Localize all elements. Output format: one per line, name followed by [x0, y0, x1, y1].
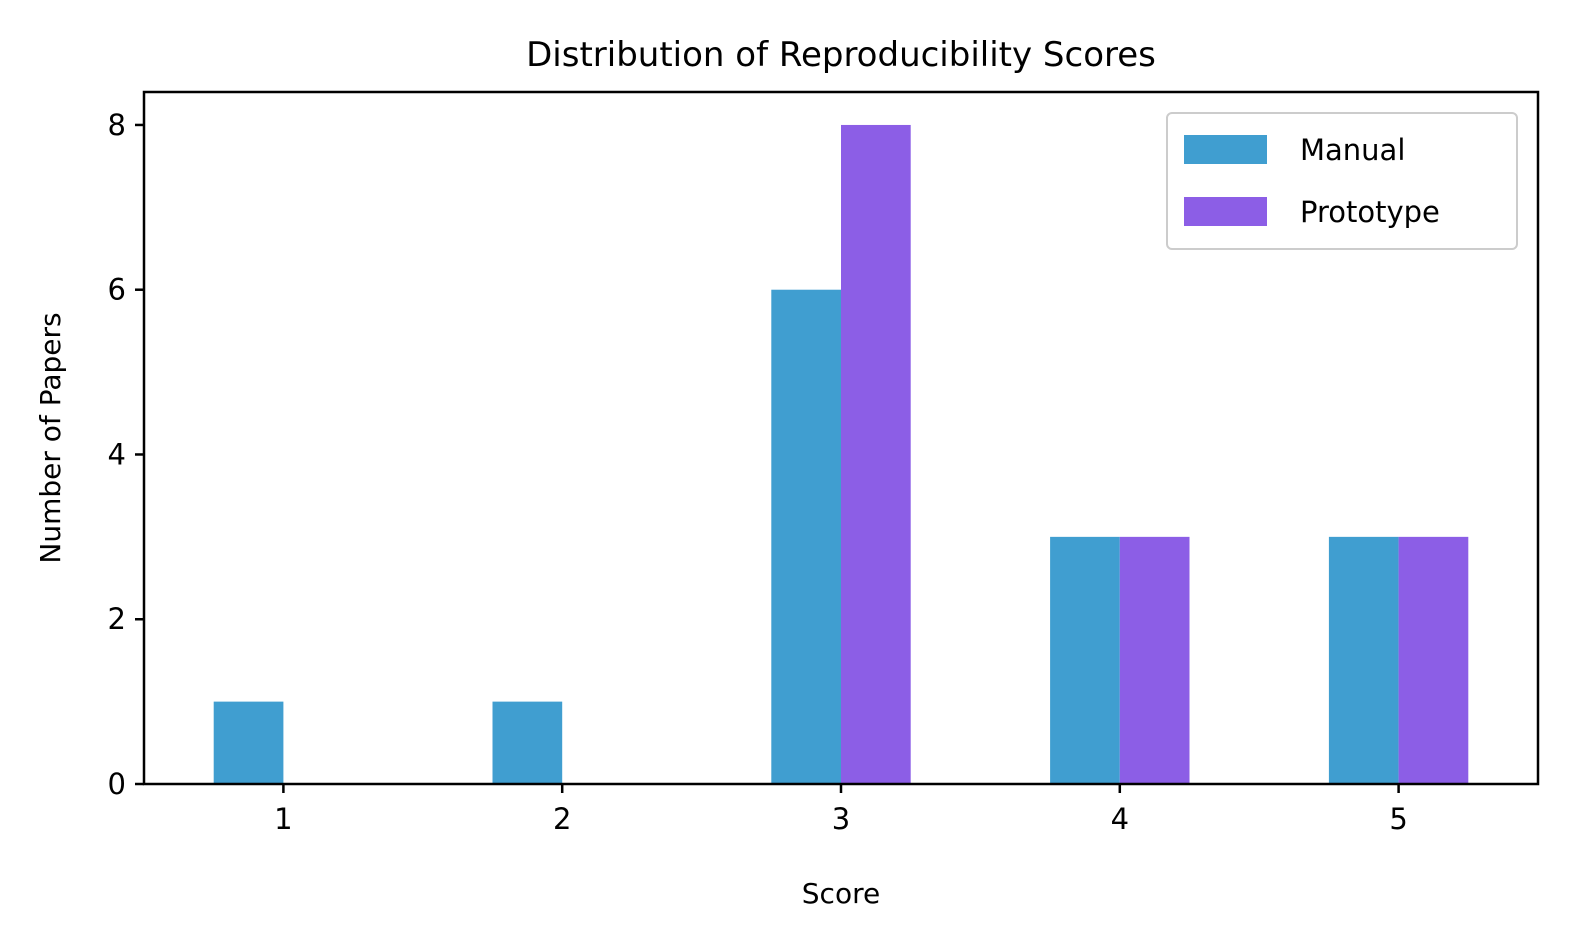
- legend-label-prototype: Prototype: [1300, 195, 1440, 229]
- bar-prototype-score-4: [1119, 536, 1190, 784]
- x-tick-label: 5: [1389, 802, 1407, 836]
- x-tick-label: 1: [274, 802, 292, 836]
- bars-layer: [213, 124, 1469, 784]
- y-tick-label: 2: [108, 602, 126, 636]
- bar-manual-score-2: [492, 701, 563, 784]
- y-axis-ticks: 0 2 4 6 8: [108, 108, 144, 801]
- x-tick-label: 2: [553, 802, 571, 836]
- legend-label-manual: Manual: [1300, 133, 1405, 167]
- y-tick-label: 4: [108, 437, 126, 471]
- x-tick-label: 4: [1111, 802, 1129, 836]
- y-tick-label: 8: [108, 108, 126, 142]
- bar-manual-score-5: [1328, 536, 1399, 784]
- x-axis-ticks: 1 2 3 4 5: [274, 784, 1408, 836]
- bar-prototype-score-5: [1398, 536, 1469, 784]
- bar-manual-score-3: [771, 289, 841, 784]
- x-axis-title: Score: [802, 877, 880, 910]
- bar-manual-score-4: [1050, 536, 1120, 784]
- plot-frame: [142, 90, 1540, 786]
- y-tick-label: 6: [108, 273, 126, 307]
- legend: Manual Prototype: [1166, 112, 1518, 250]
- x-tick-label: 3: [832, 802, 850, 836]
- bar-prototype-score-3: [841, 124, 911, 784]
- y-tick-label: 0: [108, 767, 126, 801]
- chart-title: Distribution of Reproducibility Scores: [526, 35, 1156, 75]
- bar-manual-score-1: [213, 701, 284, 784]
- legend-swatch-manual: [1184, 135, 1267, 164]
- legend-swatch-prototype: [1184, 197, 1267, 226]
- y-axis-title: Number of Papers: [34, 312, 67, 563]
